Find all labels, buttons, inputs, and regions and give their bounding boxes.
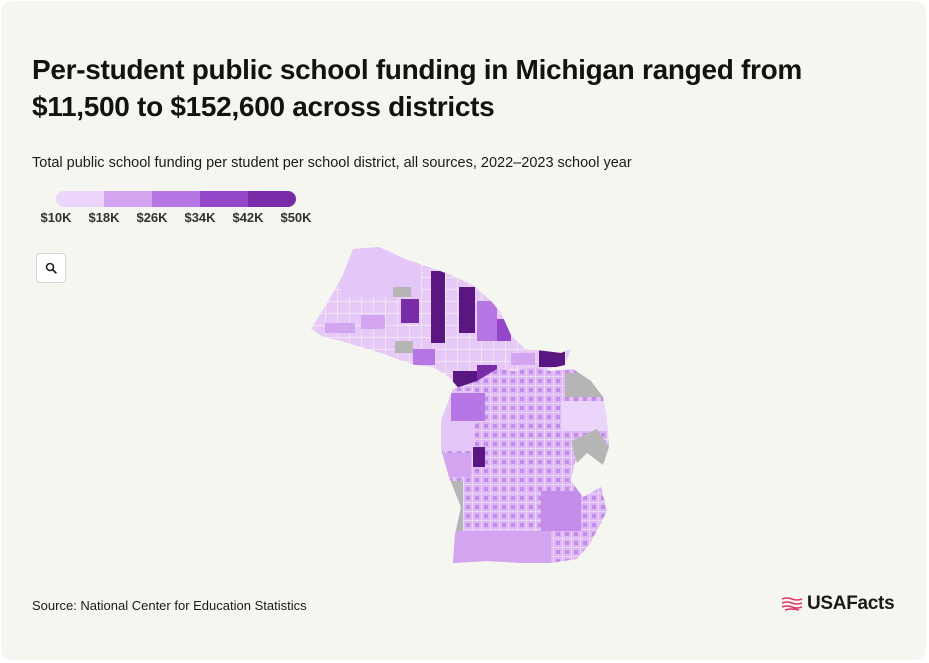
legend-swatch-4 xyxy=(200,191,248,207)
legend-swatch-3 xyxy=(152,191,200,207)
source-note: Source: National Center for Education St… xyxy=(32,598,307,613)
legend-label: $34K xyxy=(184,210,216,225)
us-flag-icon xyxy=(781,597,803,611)
search-icon xyxy=(45,262,57,274)
chart-title: Per-student public school funding in Mic… xyxy=(32,54,803,122)
legend-label: $10K xyxy=(40,210,72,225)
legend-swatch-5 xyxy=(248,191,296,207)
legend-label: $50K xyxy=(280,210,312,225)
legend-swatch-2 xyxy=(104,191,152,207)
saginaw-bay-no-data xyxy=(571,429,609,465)
lower-peninsula xyxy=(441,367,609,563)
legend-swatch-1 xyxy=(56,191,104,207)
legend-labels: $10K $18K $26K $34K $42K $50K xyxy=(38,210,311,228)
zoom-button[interactable] xyxy=(36,253,66,283)
legend-label: $26K xyxy=(136,210,168,225)
legend-label: $18K xyxy=(88,210,120,225)
usafacts-logo[interactable]: USAFacts xyxy=(781,593,895,615)
logo-text: USAFacts xyxy=(807,593,895,614)
legend: $10K $18K $26K $34K $42K $50K xyxy=(38,191,312,228)
chart-subtitle: Total public school funding per student … xyxy=(32,155,632,171)
legend-color-bar xyxy=(56,191,296,207)
michigan-district-map xyxy=(311,247,609,563)
legend-label: $42K xyxy=(232,210,264,225)
